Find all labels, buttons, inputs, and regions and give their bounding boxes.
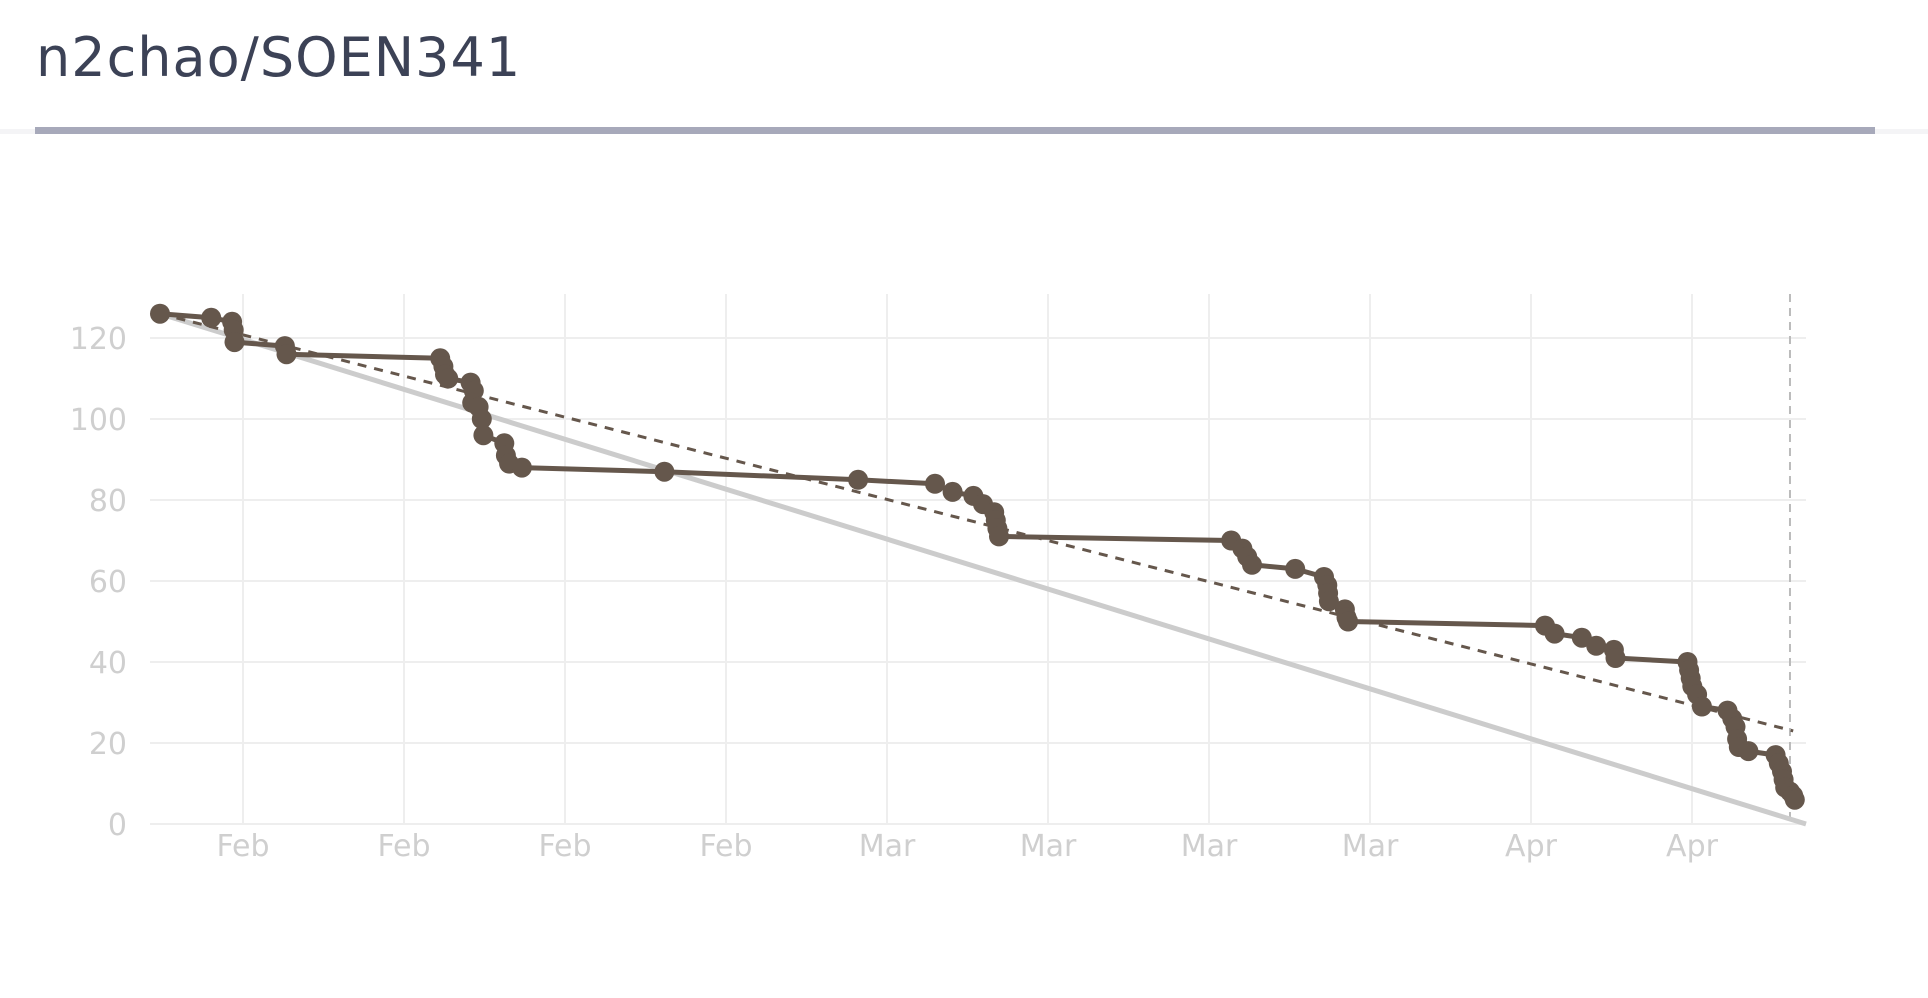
x-tick-label: Feb: [699, 829, 752, 864]
data-point: [654, 461, 675, 482]
ideal-burndown-line: [159, 311, 1807, 827]
page-header: n2chao/SOEN341: [0, 0, 1928, 134]
data-point: [201, 307, 222, 328]
y-tick-label: 20: [89, 727, 127, 762]
series-lines: [159, 311, 1807, 827]
x-tick-label: Mar: [1020, 829, 1077, 864]
title-underline: [35, 127, 1875, 134]
x-tick-label: Apr: [1505, 829, 1558, 864]
y-tick-label: 0: [108, 808, 127, 843]
data-point: [1586, 635, 1607, 656]
y-tick-label: 120: [70, 322, 127, 357]
x-tick-label: Feb: [377, 829, 430, 864]
data-point: [1242, 554, 1262, 575]
page-title: n2chao/SOEN341: [36, 26, 522, 89]
data-point: [1784, 789, 1805, 810]
data-point: [438, 368, 459, 389]
data-point: [989, 526, 1009, 547]
data-point: [925, 473, 945, 494]
data-point: [1738, 741, 1759, 762]
y-tick-label: 40: [89, 646, 127, 681]
y-axis-ticks: 0 20 40 60 80 100 120: [70, 322, 127, 843]
x-tick-label: Feb: [538, 829, 591, 864]
x-tick-label: Feb: [216, 829, 269, 864]
y-tick-label: 80: [89, 484, 127, 519]
x-axis-ticks: Feb Feb Feb Feb Mar Mar Mar Mar Apr Apr: [216, 829, 1718, 864]
data-point: [1605, 648, 1626, 668]
x-tick-label: Mar: [859, 829, 916, 864]
data-point: [276, 344, 297, 365]
data-point: [1544, 623, 1565, 644]
x-tick-label: Mar: [1342, 829, 1399, 864]
data-point: [471, 409, 492, 429]
y-tick-label: 100: [70, 403, 127, 438]
chart-svg: 0 20 40 60 80 100 120 Feb Feb Feb Feb Mar Mar Mar Mar…: [70, 294, 1807, 864]
series-markers: [150, 303, 1805, 810]
trend-line: [159, 312, 1794, 733]
data-point: [1285, 558, 1306, 579]
data-point: [224, 332, 245, 353]
data-point: [1338, 611, 1359, 632]
x-tick-label: Apr: [1666, 829, 1719, 864]
x-tick-label: Mar: [1181, 829, 1238, 864]
data-point: [848, 469, 869, 490]
y-tick-label: 60: [89, 565, 127, 600]
actual-burndown-line: [159, 311, 1798, 801]
data-point: [511, 457, 532, 478]
data-point: [1691, 696, 1712, 717]
burndown-chart: 0 20 40 60 80 100 120 Feb Feb Feb Feb Mar Mar Mar Mar…: [0, 134, 1928, 994]
data-point: [473, 425, 494, 446]
data-point: [1318, 591, 1339, 612]
data-point: [942, 481, 963, 502]
data-point: [150, 303, 170, 324]
